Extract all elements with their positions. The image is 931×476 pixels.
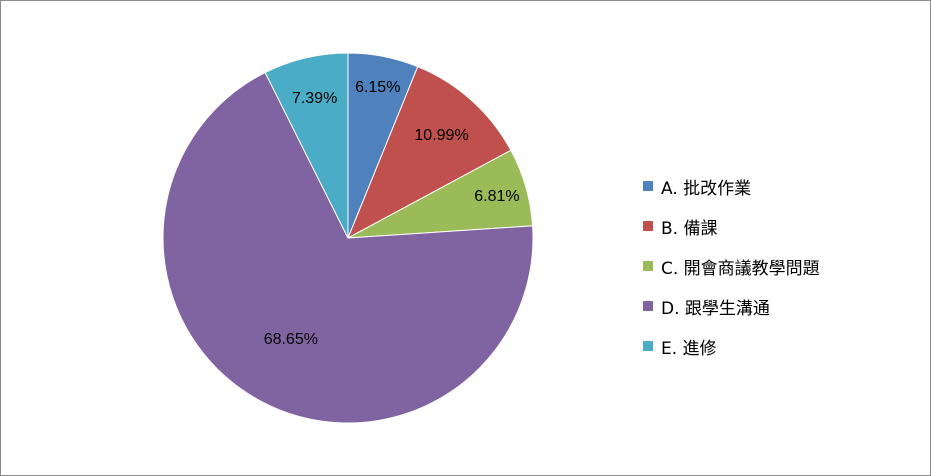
- slice-label-a: 6.15%: [355, 79, 400, 96]
- legend-item-e: E. 進修: [643, 326, 820, 366]
- pie-slice-b: [347, 65, 512, 240]
- legend-label: C. 開會商議教學問題: [661, 258, 820, 279]
- chart-legend: A. 批改作業 B. 備課 C. 開會商議教學問題 D. 跟學生溝通 E. 進修: [643, 166, 820, 366]
- slice-label-b: 10.99%: [414, 127, 468, 144]
- slice-label-d: 68.65%: [264, 331, 318, 348]
- legend-swatch: [643, 261, 653, 271]
- pie-slice-e: [264, 52, 349, 239]
- legend-item-a: A. 批改作業: [643, 166, 820, 206]
- legend-swatch: [643, 341, 653, 351]
- legend-label: D. 跟學生溝通: [661, 298, 770, 319]
- legend-item-b: B. 備課: [643, 206, 820, 246]
- legend-item-c: C. 開會商議教學問題: [643, 246, 820, 286]
- slice-label-e: 7.39%: [292, 90, 337, 107]
- slice-label-c: 6.81%: [474, 188, 519, 205]
- legend-label: B. 備課: [661, 218, 718, 239]
- legend-swatch: [643, 221, 653, 231]
- legend-label: A. 批改作業: [661, 178, 752, 199]
- legend-item-d: D. 跟學生溝通: [643, 286, 820, 326]
- legend-swatch: [643, 181, 653, 191]
- legend-swatch: [643, 301, 653, 311]
- pie-slice-d: [162, 71, 534, 424]
- legend-label: E. 進修: [661, 338, 717, 359]
